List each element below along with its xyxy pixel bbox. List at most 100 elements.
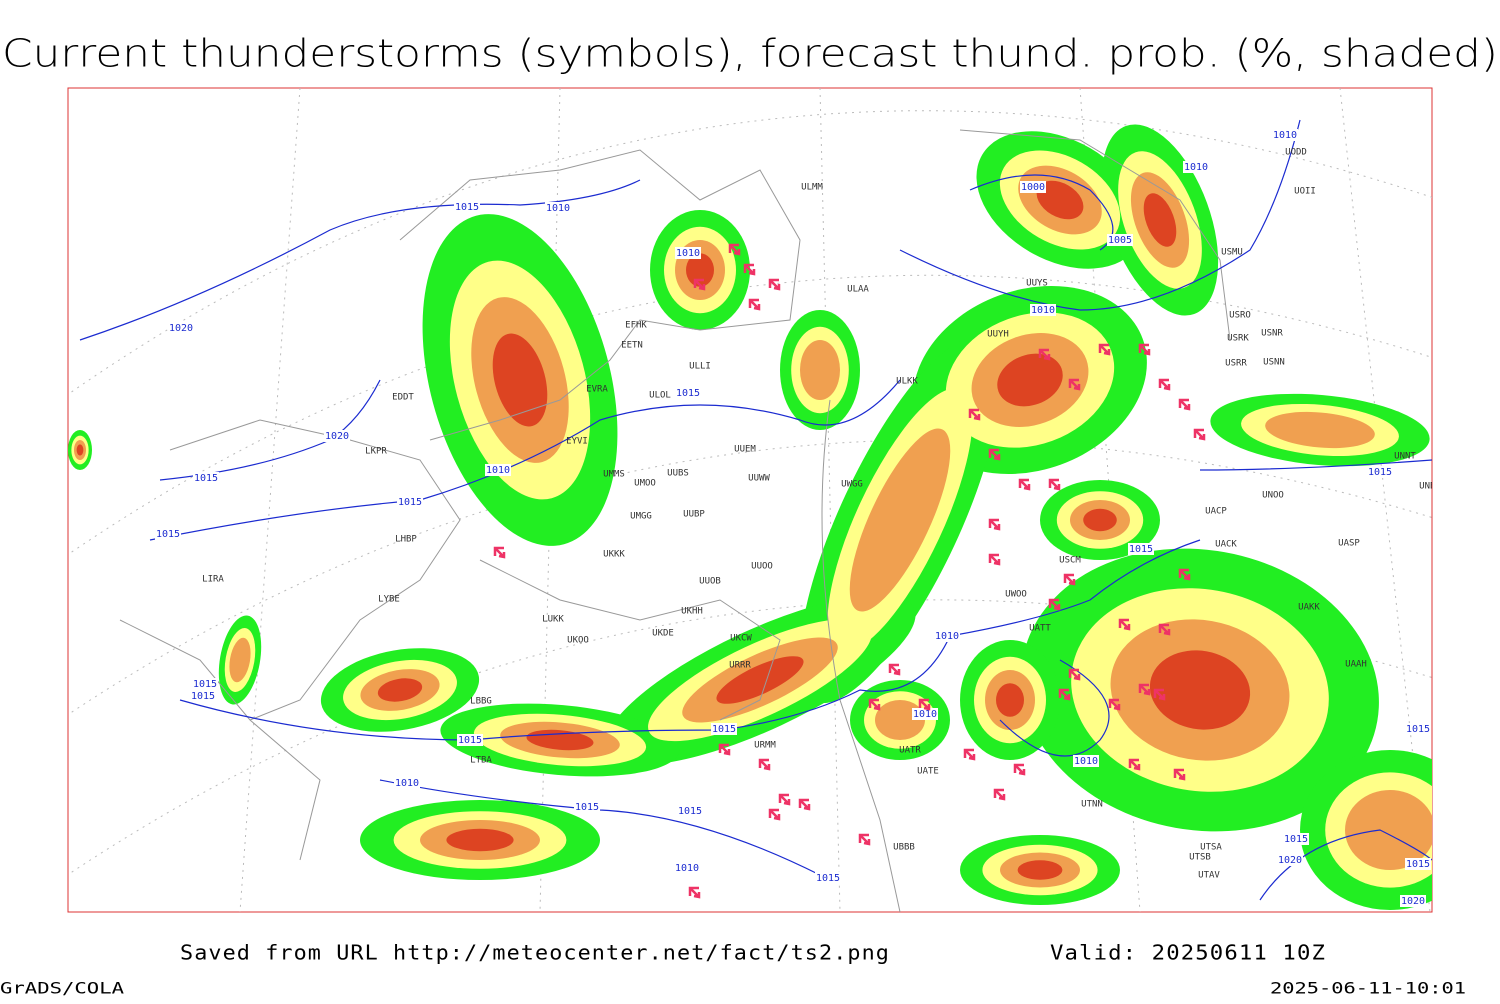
isobar-label: 1010 (676, 248, 700, 259)
storm-symbol (778, 793, 791, 806)
shade (716, 656, 804, 704)
storm-symbols (493, 243, 1206, 899)
station-code: UATT (1029, 624, 1051, 634)
storm-symbol (718, 743, 731, 756)
isobar-label-bg (1277, 854, 1303, 866)
isobar-label-bg (1183, 161, 1209, 173)
storm-symbol (743, 263, 756, 276)
station-code: LYBE (378, 595, 400, 605)
isobar-label: 1015 (1284, 834, 1308, 845)
station-code: UACK (1215, 540, 1237, 550)
isobar-label: 1015 (156, 529, 180, 540)
map-area: ULMM ULAA UUYS UUYH USMU USRO USRK USNR USRR USNN… (67, 87, 1433, 913)
station-code: UKKK (603, 550, 625, 560)
storm-symbol (1058, 688, 1071, 701)
shade (446, 828, 514, 852)
isobar-label-bg (674, 862, 700, 874)
isobar-label-bg (934, 630, 960, 642)
isobar-label-bg (1367, 466, 1393, 478)
isobar-label: 1010 (486, 465, 510, 476)
shade (1345, 790, 1432, 870)
storm-symbol (1013, 763, 1026, 776)
isobar-label: 1020 (1401, 896, 1425, 907)
isobar-label: 1015 (458, 735, 482, 746)
shade (229, 637, 251, 683)
isobar-label-bg (190, 690, 216, 702)
probability-shading (68, 124, 1432, 910)
storm-symbol (988, 553, 1001, 566)
isobar-label: 1020 (325, 431, 349, 442)
station-code: UKHH (681, 607, 703, 617)
shade (76, 444, 84, 456)
isobar-label-bg (192, 678, 218, 690)
storm-symbol (1068, 668, 1081, 681)
shade (1036, 180, 1084, 220)
storm-symbol (1158, 378, 1171, 391)
station-code: USMU (1221, 248, 1243, 258)
station-code: EYVI (566, 437, 588, 447)
station-code: LBBG (470, 697, 492, 707)
isobar-label: 1000 (1021, 182, 1045, 193)
station-code: LKPR (365, 447, 387, 457)
station-code: UKOO (567, 636, 589, 646)
station-code: USNR (1261, 329, 1283, 339)
shade (1143, 193, 1177, 247)
station-code: LUKK (542, 615, 564, 625)
shade (996, 683, 1024, 717)
isobar-label-bg (1400, 895, 1426, 907)
station-code: UUOO (751, 562, 773, 572)
isobar-label: 1015 (816, 873, 840, 884)
isobar-label: 1015 (575, 802, 599, 813)
isobar-label-bg (1272, 129, 1298, 141)
station-code: UNOO (1262, 491, 1284, 501)
isobar-label: 1010 (546, 203, 570, 214)
storm-symbol (768, 808, 781, 821)
storm-symbol (1178, 398, 1191, 411)
software: GrADS/COLA (0, 979, 124, 998)
isobar-label: 1015 (1129, 544, 1153, 555)
isobar-label: 1015 (1406, 724, 1430, 735)
storm-symbol (748, 298, 761, 311)
station-code: UAAH (1345, 660, 1367, 670)
isobar-label-bg (193, 472, 219, 484)
station-code: UKDE (652, 629, 674, 639)
station-code: UATE (917, 767, 939, 777)
station-code: ULAA (847, 285, 869, 295)
station-code: UTNN (1081, 800, 1103, 810)
source-url: Saved from URL http://meteocenter.net/fa… (180, 941, 890, 965)
station-code: USRO (1229, 311, 1251, 321)
storm-symbol (1158, 623, 1171, 636)
isobar-label: 1015 (1406, 859, 1430, 870)
shade (849, 428, 951, 612)
isobar-label: 1015 (455, 202, 479, 213)
station-code: ULMM (801, 183, 823, 193)
storm-symbol (798, 798, 811, 811)
station-code: URRR (729, 661, 751, 671)
station-code: USRR (1225, 359, 1247, 369)
storm-symbol (868, 698, 881, 711)
station-code: UUYH (987, 330, 1009, 340)
station-code: UTSB (1189, 853, 1211, 863)
station-code: ULKK (896, 377, 918, 387)
station-code: UOII (1294, 187, 1316, 197)
station-code: EETN (621, 341, 643, 351)
station-code: UUOB (699, 577, 721, 587)
isobar-label: 1020 (1278, 855, 1302, 866)
storm-symbol (918, 698, 931, 711)
station-code: UWGG (841, 480, 863, 490)
station-code: UAKK (1298, 603, 1320, 613)
isobar-label: 1020 (169, 323, 193, 334)
storm-symbol (1068, 378, 1081, 391)
isobar-label-bg (1107, 234, 1133, 246)
storm-symbol (1038, 348, 1051, 361)
station-code: UNNT (1394, 452, 1416, 462)
isobar-label-bg (394, 777, 420, 789)
isobar-label: 1015 (191, 691, 215, 702)
storm-symbol (1138, 683, 1151, 696)
isobar-label-bg (675, 387, 701, 399)
isobar-label-bg (454, 201, 480, 213)
isobar-label-bg (815, 872, 841, 884)
isobar-label-bg (675, 247, 701, 259)
storm-symbol (963, 748, 976, 761)
